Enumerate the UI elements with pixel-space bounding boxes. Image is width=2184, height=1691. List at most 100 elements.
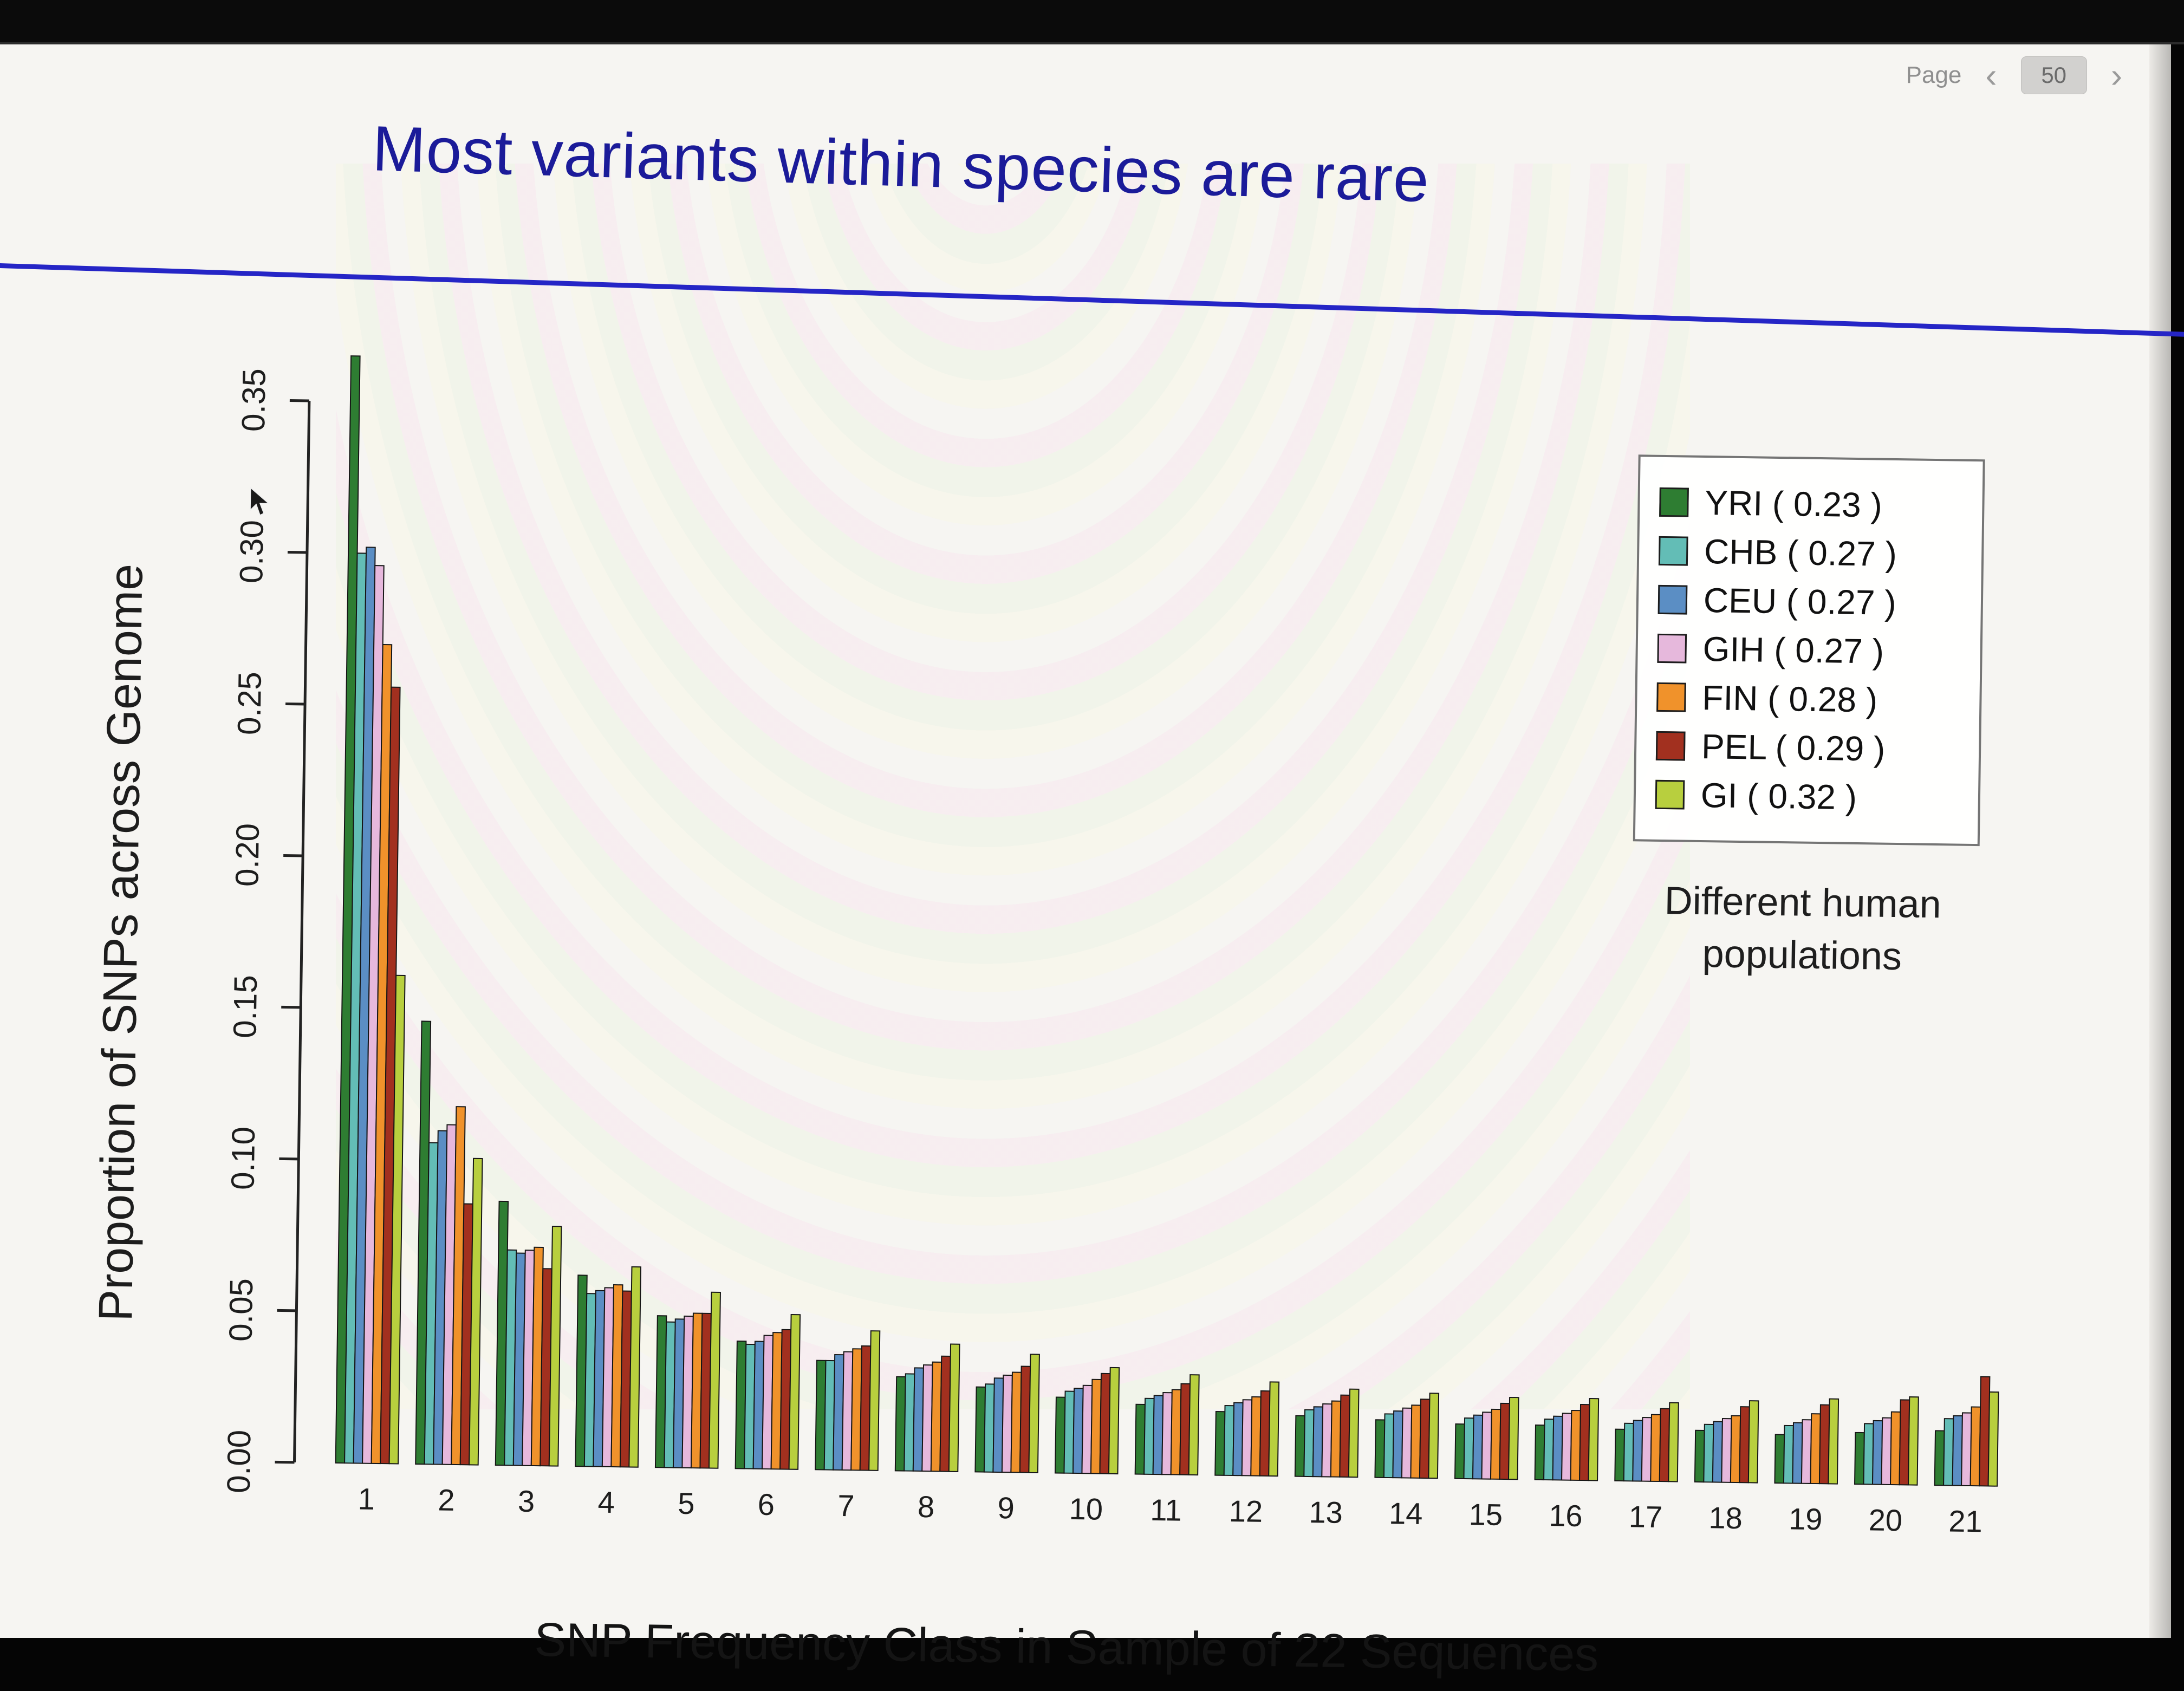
- x-tick-label: 14: [1389, 1496, 1423, 1531]
- bar-gih-class20: [1881, 1417, 1892, 1486]
- x-tick-label: 12: [1228, 1494, 1263, 1529]
- x-tick-label: 2: [438, 1483, 455, 1517]
- bar-gi-class12: [1268, 1381, 1280, 1477]
- bar-ceu-class13: [1312, 1406, 1324, 1478]
- window-right-edge: [2149, 44, 2171, 1638]
- chevron-left-icon[interactable]: ‹: [1985, 56, 1997, 95]
- legend-label-gih: GIH ( 0.27 ): [1702, 629, 1884, 671]
- bar-gi-class17: [1668, 1402, 1679, 1482]
- bar-gi-class14: [1428, 1393, 1440, 1479]
- bar-ceu-class12: [1232, 1402, 1244, 1477]
- x-tick-label: 17: [1628, 1499, 1662, 1534]
- bar-yri-class13: [1294, 1415, 1305, 1477]
- bar-ceu-class14: [1392, 1410, 1403, 1479]
- snp-frequency-bar-chart: 0.000.050.100.150.200.250.300.351 2 3 4 5 6 7 8…: [220, 355, 1999, 1538]
- bar-fin-class15: [1490, 1408, 1502, 1480]
- x-tick-label: 4: [597, 1485, 615, 1519]
- bar-fin-class16: [1570, 1409, 1581, 1481]
- y-tick-label: 0.10: [225, 1127, 262, 1191]
- bar-fin-class17: [1650, 1414, 1661, 1482]
- bar-chb-class13: [1303, 1409, 1315, 1478]
- bar-chb-class19: [1783, 1425, 1794, 1484]
- bar-gih-class21: [1961, 1412, 1972, 1487]
- bar-yri-class21: [1934, 1430, 1945, 1486]
- bar-gih-class17: [1641, 1416, 1652, 1482]
- bar-fin-class21: [1969, 1406, 1981, 1487]
- legend-item-ceu: CEU ( 0.27 ): [1658, 580, 1961, 624]
- bar-gih-class14: [1401, 1407, 1413, 1479]
- monitor-bezel: [0, 0, 2184, 44]
- bar-ceu-class19: [1792, 1422, 1803, 1484]
- bar-gi-class2: [469, 1157, 483, 1466]
- bar-ceu-class11: [1152, 1395, 1164, 1475]
- bar-chb-class12: [1223, 1405, 1235, 1477]
- y-axis-line: [293, 400, 311, 1462]
- bar-gi-class18: [1747, 1400, 1759, 1484]
- bar-yri-class16: [1534, 1425, 1545, 1481]
- bar-pel-class19: [1818, 1404, 1830, 1485]
- y-tick-label: 0.25: [231, 672, 268, 736]
- y-tick: [277, 1309, 297, 1312]
- x-tick-label: 16: [1549, 1498, 1583, 1533]
- pdf-viewer-window: Page ‹ 50 › Most variants within species…: [0, 44, 2184, 1681]
- legend-swatch-chb: [1658, 536, 1688, 566]
- bar-yri-class15: [1454, 1423, 1465, 1480]
- bar-fin-class18: [1730, 1415, 1741, 1484]
- page-number-input[interactable]: 50: [2020, 56, 2087, 94]
- legend-swatch-gih: [1657, 633, 1687, 664]
- bar-chb-class11: [1143, 1397, 1155, 1475]
- bar-gih-class12: [1241, 1399, 1253, 1477]
- bar-pel-class18: [1739, 1406, 1750, 1484]
- bar-gi-class4: [628, 1266, 642, 1468]
- x-tick-label: 11: [1150, 1493, 1182, 1527]
- bar-gi-class1: [388, 974, 406, 1465]
- bar-fin-class12: [1250, 1396, 1262, 1477]
- bar-gi-class8: [948, 1343, 960, 1472]
- legend-item-gih: GIH ( 0.27 ): [1657, 628, 1961, 673]
- x-tick-label: 9: [997, 1491, 1015, 1525]
- bar-fin-class19: [1810, 1413, 1821, 1485]
- bar-yri-class18: [1694, 1429, 1705, 1483]
- bar-pel-class17: [1659, 1408, 1670, 1482]
- x-tick-label: 8: [918, 1490, 935, 1524]
- x-tick-label: 15: [1468, 1497, 1503, 1532]
- legend-swatch-gi: [1655, 779, 1685, 810]
- bar-chb-class16: [1543, 1419, 1555, 1481]
- bar-pel-class16: [1579, 1403, 1590, 1481]
- populations-note-line2: populations: [1702, 932, 1902, 979]
- bar-gi-class16: [1588, 1398, 1600, 1481]
- bar-chb-class21: [1943, 1418, 1954, 1486]
- bar-gi-class9: [1028, 1354, 1040, 1474]
- x-tick-label: 13: [1309, 1495, 1343, 1530]
- legend-label-yri: YRI ( 0.23 ): [1704, 483, 1883, 525]
- x-tick-label: 10: [1069, 1492, 1103, 1526]
- bar-ceu-class20: [1872, 1420, 1883, 1485]
- bar-gi-class7: [868, 1330, 881, 1471]
- chevron-right-icon[interactable]: ›: [2110, 56, 2122, 95]
- y-tick-label: 0.35: [235, 368, 272, 432]
- legend-label-chb: CHB ( 0.27 ): [1704, 532, 1897, 574]
- legend-swatch-ceu: [1658, 584, 1688, 615]
- bar-gi-class10: [1108, 1367, 1120, 1475]
- legend-label-pel: PEL ( 0.29 ): [1701, 726, 1886, 769]
- x-tick-label: 7: [837, 1488, 855, 1523]
- bar-yri-class19: [1774, 1434, 1785, 1484]
- x-tick-label: 6: [757, 1487, 775, 1521]
- legend-swatch-yri: [1659, 487, 1689, 517]
- slide-content: Most variants within species are rare Pr…: [0, 44, 2184, 1681]
- legend-item-fin: FIN ( 0.28 ): [1656, 677, 1960, 721]
- bar-yri-class10: [1054, 1396, 1066, 1474]
- legend-label-fin: FIN ( 0.28 ): [1701, 678, 1878, 720]
- bar-chb-class14: [1383, 1413, 1395, 1479]
- y-tick-label: 0.15: [226, 975, 264, 1039]
- bar-gih-class15: [1481, 1412, 1492, 1480]
- mouse-cursor-icon: [249, 486, 270, 516]
- populations-note: Different human populations: [1607, 874, 1998, 985]
- bar-pel-class14: [1419, 1399, 1431, 1479]
- legend-item-gi: GI ( 0.32 ): [1655, 775, 1959, 819]
- bar-gi-class6: [788, 1314, 801, 1470]
- x-tick-label: 21: [1948, 1504, 1982, 1538]
- x-tick-label: 3: [518, 1484, 535, 1518]
- chart-legend: YRI ( 0.23 ) CHB ( 0.27 ) CEU ( 0.27 ) GIH …: [1633, 454, 1985, 847]
- bar-fin-class14: [1410, 1404, 1421, 1479]
